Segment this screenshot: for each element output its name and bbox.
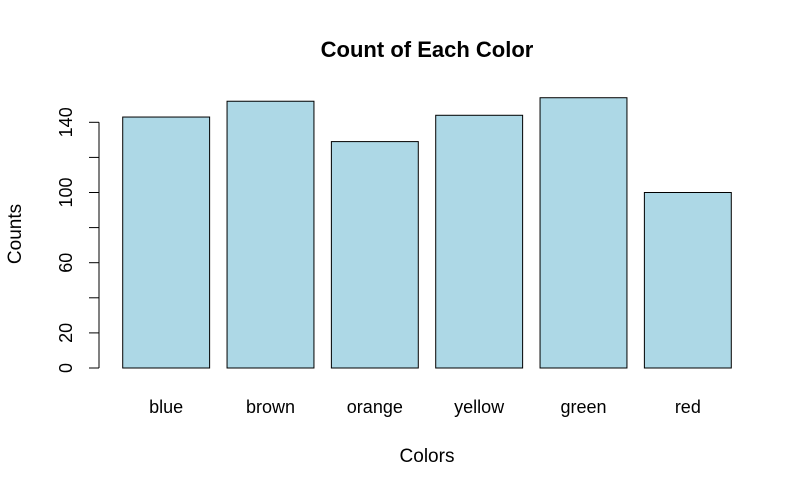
bars xyxy=(122,97,732,369)
x-axis-labels: blue brown orange yellow green red xyxy=(149,397,701,417)
y-tick-label: 140 xyxy=(56,107,76,137)
bar-red xyxy=(643,192,732,369)
y-tick-label: 60 xyxy=(56,253,76,273)
bar-brown xyxy=(226,100,315,369)
y-axis-title: Counts xyxy=(5,204,26,264)
y-axis: 0 20 60 100 140 xyxy=(56,107,100,373)
x-tick-label-orange: orange xyxy=(347,397,403,417)
bar-green xyxy=(539,97,628,369)
x-tick-label-blue: blue xyxy=(149,397,183,417)
bar-orange xyxy=(330,141,419,369)
x-tick-label-red: red xyxy=(675,397,701,417)
x-tick-label-yellow: yellow xyxy=(454,397,505,417)
chart-title: Count of Each Color xyxy=(321,37,534,62)
y-tick-label: 20 xyxy=(56,323,76,343)
x-axis-title: Colors xyxy=(400,446,455,467)
x-tick-label-brown: brown xyxy=(246,397,295,417)
bar-blue xyxy=(122,116,211,369)
y-tick-label: 100 xyxy=(56,177,76,207)
x-tick-label-green: green xyxy=(560,397,606,417)
y-tick-label: 0 xyxy=(56,363,76,373)
bar-yellow xyxy=(435,114,524,369)
